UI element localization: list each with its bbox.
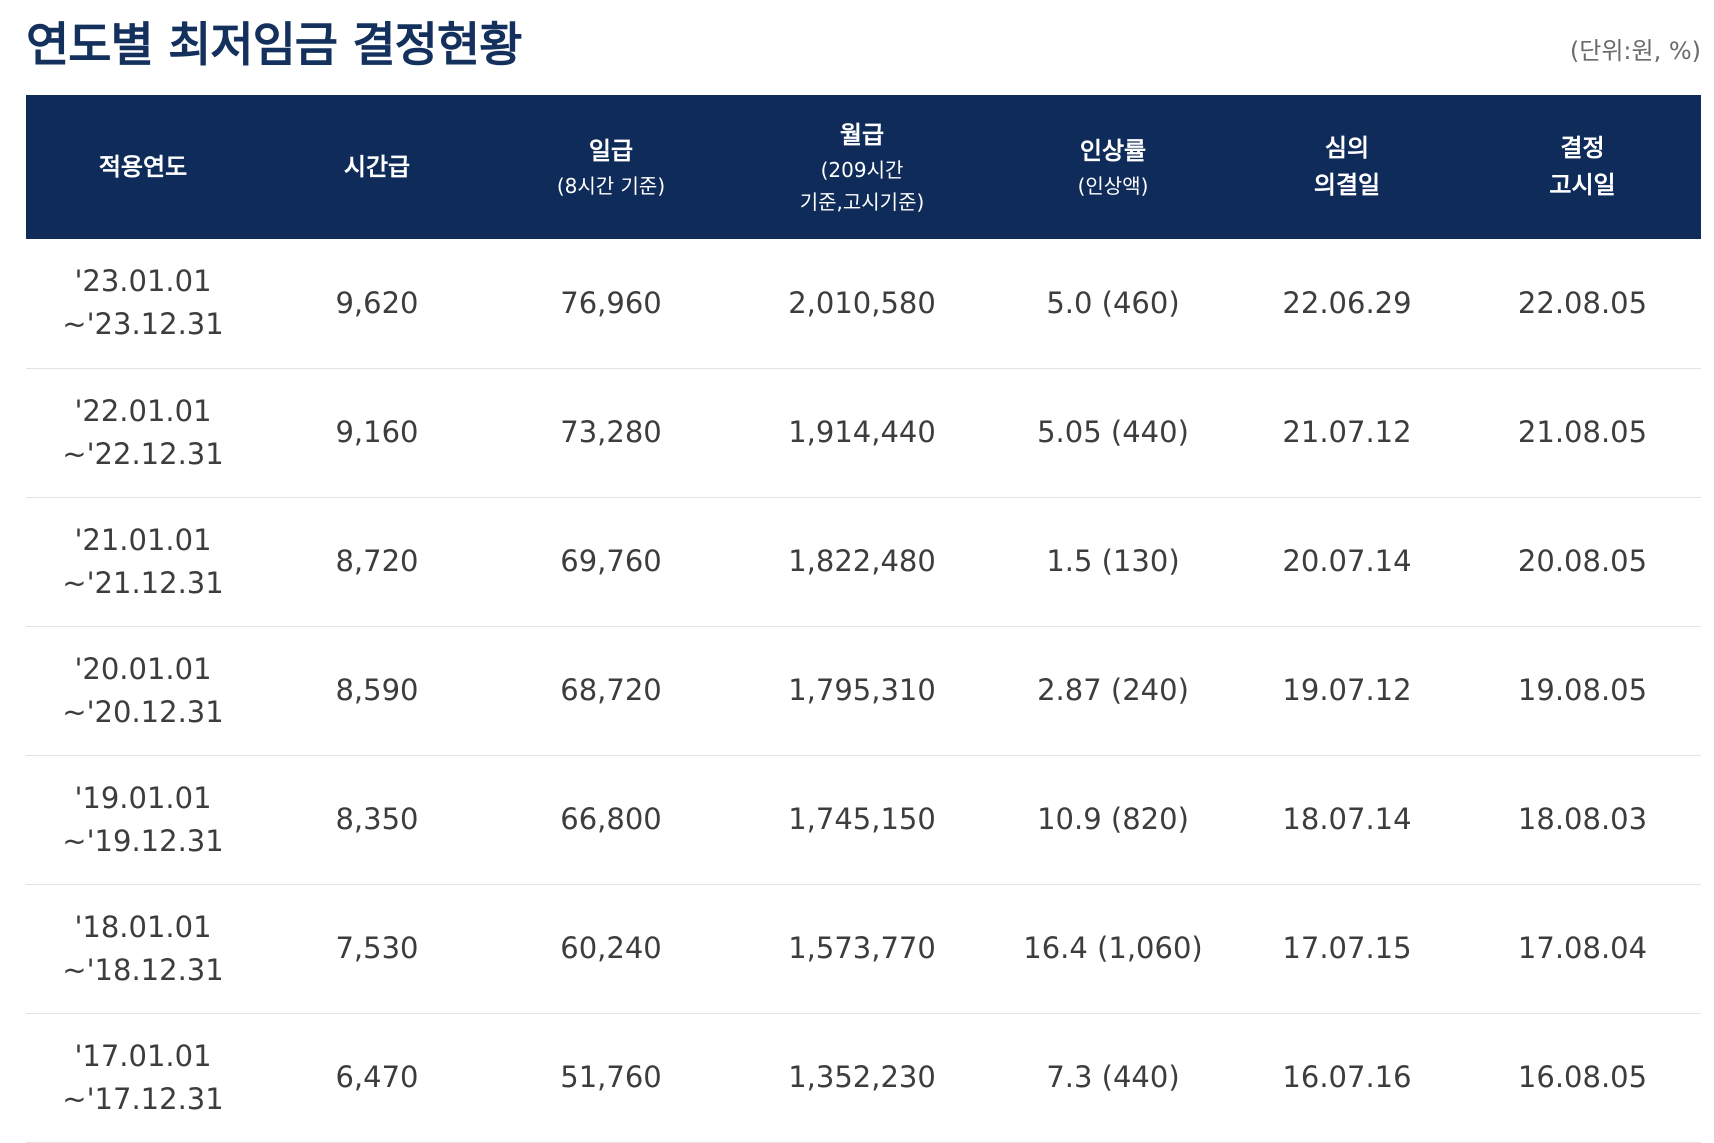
table-header: 적용연도 시간급 일급 (8시간 기준) 월급 (209시간 기준,고시기준) …	[26, 95, 1701, 239]
cell-monthly: 2,010,580	[788, 285, 936, 320]
header-daily-label: 일급	[588, 136, 634, 165]
header-period: 적용연도	[26, 95, 260, 239]
cell-increase: 10.9 (820)	[1037, 802, 1189, 836]
cell-period: '18.01.01 ~'18.12.31	[26, 884, 260, 1013]
cell-deliberation-date: 16.07.16	[1282, 1060, 1412, 1094]
cell-monthly: 1,914,440	[788, 415, 936, 449]
unit-note: (단위:원, %)	[1569, 37, 1701, 65]
period-start: '22.01.01	[74, 393, 212, 428]
cell-hourly: 9,160	[335, 415, 419, 449]
table-row: '17.01.01 ~'17.12.31 6,470 51,760 1,352,2…	[26, 1013, 1701, 1142]
cell-hourly: 8,590	[335, 673, 419, 707]
cell-deliberation-date: 21.07.12	[1282, 415, 1412, 449]
table-body: '23.01.01 ~'23.12.31 9,620 76,960 2,010,5…	[26, 239, 1701, 1142]
cell-daily: 66,800	[560, 802, 662, 836]
table-row: '23.01.01 ~'23.12.31 9,620 76,960 2,010,5…	[26, 239, 1701, 368]
header-deliberation-label-2: 의결일	[1313, 171, 1381, 199]
cell-deliberation-date: 19.07.12	[1282, 673, 1412, 707]
cell-increase: 2.87 (240)	[1037, 673, 1189, 707]
cell-hourly: 9,620	[335, 285, 419, 320]
cell-monthly: 1,795,310	[788, 673, 936, 707]
cell-daily: 76,960	[560, 285, 662, 320]
header-increase-sublabel: (인상액)	[1077, 173, 1149, 198]
period-end: ~'17.12.31	[62, 1081, 224, 1116]
header-notice-date: 결정 고시일	[1464, 95, 1701, 239]
cell-hourly: 8,350	[335, 802, 419, 836]
cell-period: '21.01.01 ~'21.12.31	[26, 497, 260, 626]
header-daily-sublabel: (8시간 기준)	[556, 173, 666, 198]
header-monthly-label: 월급	[839, 120, 885, 149]
cell-increase: 7.3 (440)	[1046, 1060, 1180, 1094]
cell-period: '22.01.01 ~'22.12.31	[26, 368, 260, 497]
cell-notice-date: 18.08.03	[1517, 802, 1648, 836]
cell-monthly: 1,822,480	[788, 544, 936, 578]
period-start: '19.01.01	[74, 780, 212, 815]
period-start: '23.01.01	[74, 264, 212, 299]
cell-period: '20.01.01 ~'20.12.31	[26, 626, 260, 755]
header-deliberation-date: 심의 의결일	[1230, 95, 1464, 239]
cell-daily: 68,720	[560, 673, 662, 707]
cell-increase: 5.05 (440)	[1037, 415, 1189, 449]
cell-notice-date: 20.08.05	[1517, 544, 1648, 578]
cell-period: '17.01.01 ~'17.12.31	[26, 1013, 260, 1142]
cell-notice-date: 16.08.05	[1517, 1060, 1648, 1094]
header-deliberation-label-1: 심의	[1324, 134, 1370, 162]
header-increase-label: 인상률	[1079, 136, 1147, 165]
cell-increase: 5.0 (460)	[1046, 285, 1180, 320]
title-row: 연도별 최저임금 결정현황 (단위:원, %)	[26, 0, 1701, 95]
cell-hourly: 7,530	[335, 931, 419, 965]
period-start: '17.01.01	[74, 1038, 212, 1073]
period-end: ~'23.12.31	[62, 307, 224, 342]
header-hourly-label: 시간급	[343, 152, 411, 181]
cell-deliberation-date: 18.07.14	[1282, 802, 1412, 836]
header-hourly: 시간급	[260, 95, 494, 239]
cell-increase: 1.5 (130)	[1046, 544, 1180, 578]
period-end: ~'19.12.31	[62, 823, 224, 858]
cell-daily: 60,240	[560, 931, 662, 965]
period-end: ~'18.12.31	[62, 952, 224, 987]
table-row: '20.01.01 ~'20.12.31 8,590 68,720 1,795,3…	[26, 626, 1701, 755]
header-increase: 인상률 (인상액)	[996, 95, 1230, 239]
cell-notice-date: 22.08.05	[1517, 285, 1648, 320]
header-row: 적용연도 시간급 일급 (8시간 기준) 월급 (209시간 기준,고시기준) …	[26, 95, 1701, 239]
page: 연도별 최저임금 결정현황 (단위:원, %) 적용연도 시간급 일급 (8시간…	[26, 0, 1701, 1143]
period-end: ~'22.12.31	[62, 436, 224, 471]
minimum-wage-table: 적용연도 시간급 일급 (8시간 기준) 월급 (209시간 기준,고시기준) …	[26, 95, 1701, 1143]
cell-monthly: 1,745,150	[788, 802, 936, 836]
header-daily: 일급 (8시간 기준)	[494, 95, 728, 239]
cell-monthly: 1,352,230	[788, 1060, 936, 1094]
cell-monthly: 1,573,770	[788, 931, 936, 965]
cell-period: '19.01.01 ~'19.12.31	[26, 755, 260, 884]
header-notice-label-2: 고시일	[1549, 171, 1616, 199]
header-monthly-sublabel-2: 기준,고시기준)	[799, 189, 925, 214]
cell-increase: 16.4 (1,060)	[1023, 931, 1203, 965]
cell-period: '23.01.01 ~'23.12.31	[26, 239, 260, 368]
cell-notice-date: 19.08.05	[1517, 673, 1648, 707]
page-title: 연도별 최저임금 결정현황	[26, 18, 522, 73]
cell-deliberation-date: 22.06.29	[1282, 285, 1412, 320]
cell-daily: 51,760	[560, 1060, 662, 1094]
cell-daily: 69,760	[560, 544, 662, 578]
period-end: ~'20.12.31	[62, 694, 224, 729]
period-start: '18.01.01	[74, 909, 212, 944]
table-row: '21.01.01 ~'21.12.31 8,720 69,760 1,822,4…	[26, 497, 1701, 626]
header-monthly: 월급 (209시간 기준,고시기준)	[728, 95, 996, 239]
cell-deliberation-date: 20.07.14	[1282, 544, 1412, 578]
period-start: '21.01.01	[74, 522, 212, 557]
cell-hourly: 8,720	[335, 544, 419, 578]
table-row: '22.01.01 ~'22.12.31 9,160 73,280 1,914,4…	[26, 368, 1701, 497]
header-monthly-sublabel: (209시간	[820, 157, 904, 182]
cell-notice-date: 17.08.04	[1517, 931, 1648, 965]
cell-notice-date: 21.08.05	[1517, 415, 1648, 449]
header-notice-label-1: 결정	[1560, 134, 1605, 162]
table-row: '19.01.01 ~'19.12.31 8,350 66,800 1,745,1…	[26, 755, 1701, 884]
header-period-label: 적용연도	[98, 152, 188, 181]
cell-deliberation-date: 17.07.15	[1282, 931, 1412, 965]
cell-daily: 73,280	[560, 415, 662, 449]
cell-hourly: 6,470	[335, 1060, 419, 1094]
table-row: '18.01.01 ~'18.12.31 7,530 60,240 1,573,7…	[26, 884, 1701, 1013]
period-end: ~'21.12.31	[62, 565, 224, 600]
period-start: '20.01.01	[74, 651, 212, 686]
